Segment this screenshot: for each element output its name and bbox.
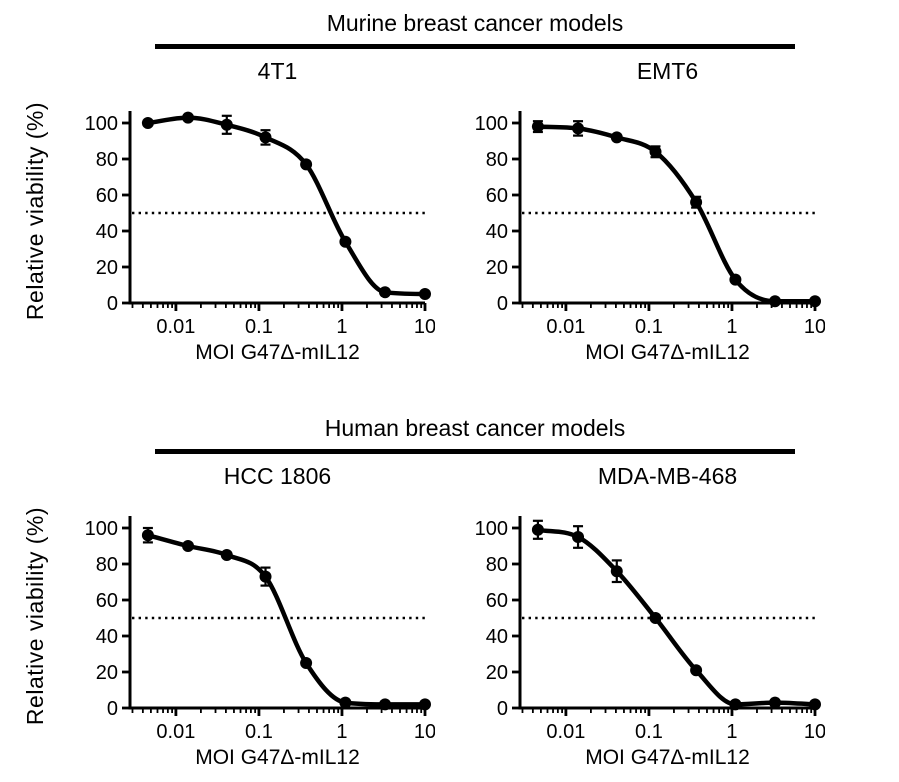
svg-text:40: 40 (486, 221, 508, 243)
svg-text:1: 1 (336, 316, 347, 338)
svg-text:0.01: 0.01 (546, 316, 585, 338)
dose-response-plot: 0 20 40 60 80 100 0.01 0.1 1 10 MOI G47Δ-mIL12 (85, 516, 436, 769)
svg-text:20: 20 (96, 662, 118, 684)
svg-text:80: 80 (96, 554, 118, 576)
panel-row-murine: Relative viability (%) 4T1 0 20 40 60 80 100 0… (0, 57, 899, 365)
section-murine-models: Murine breast cancer models Relative via… (0, 8, 899, 365)
svg-text:MOI G47Δ-mIL12: MOI G47Δ-mIL12 (195, 746, 360, 769)
y-axis-label: Relative viability (%) (21, 101, 48, 321)
y-axis-label: Relative viability (%) (21, 506, 48, 726)
svg-text:20: 20 (486, 662, 508, 684)
svg-text:0.1: 0.1 (245, 316, 273, 338)
svg-text:10: 10 (804, 721, 825, 743)
svg-text:0: 0 (497, 293, 508, 315)
svg-text:100: 100 (85, 518, 118, 540)
panel-title-4t1: 4T1 (257, 58, 298, 84)
svg-text:40: 40 (96, 221, 118, 243)
svg-text:100: 100 (85, 113, 118, 135)
chart-hcc1806: 0 20 40 60 80 100 0.01 0.1 1 10 MOI G47Δ-mIL12 (70, 506, 436, 770)
panel-4t1: 4T1 0 20 40 60 80 100 0.01 0.1 1 10 MOI G47Δ-mIL12 (70, 57, 437, 365)
section-title: Murine breast cancer models (326, 10, 624, 36)
dose-response-plot: 0 20 40 60 80 100 0.01 0.1 1 10 MOI G47Δ-mIL12 (475, 111, 826, 364)
svg-text:MOI G47Δ-mIL12: MOI G47Δ-mIL12 (585, 746, 750, 769)
dose-response-plot: 0 20 40 60 80 100 0.01 0.1 1 10 MOI G47Δ-mIL12 (85, 111, 436, 364)
panel-mda-mb-468: MDA-MB-468 0 20 40 60 80 100 0.01 0.1 1 10 MOI G47… (460, 462, 827, 770)
svg-text:0.01: 0.01 (156, 721, 195, 743)
section-underline-bar (155, 449, 795, 454)
svg-text:0.1: 0.1 (245, 721, 273, 743)
svg-text:0.1: 0.1 (635, 721, 663, 743)
svg-text:80: 80 (486, 149, 508, 171)
svg-text:20: 20 (486, 257, 508, 279)
section-title: Human breast cancer models (324, 415, 626, 441)
svg-text:1: 1 (726, 721, 737, 743)
svg-text:80: 80 (486, 554, 508, 576)
svg-text:1: 1 (726, 316, 737, 338)
svg-text:MOI G47Δ-mIL12: MOI G47Δ-mIL12 (585, 341, 750, 364)
svg-text:60: 60 (96, 590, 118, 612)
svg-text:100: 100 (475, 113, 508, 135)
y-axis-label-column: Relative viability (%) (0, 57, 70, 365)
section-underline-bar (155, 44, 795, 49)
svg-text:0.1: 0.1 (635, 316, 663, 338)
svg-text:100: 100 (475, 518, 508, 540)
svg-text:60: 60 (96, 185, 118, 207)
svg-text:10: 10 (414, 721, 435, 743)
svg-text:0: 0 (497, 698, 508, 720)
svg-text:MOI G47Δ-mIL12: MOI G47Δ-mIL12 (195, 341, 360, 364)
svg-text:60: 60 (486, 590, 508, 612)
svg-text:60: 60 (486, 185, 508, 207)
svg-text:80: 80 (96, 149, 118, 171)
panel-title-emt6: EMT6 (636, 58, 699, 84)
svg-text:40: 40 (96, 626, 118, 648)
svg-text:20: 20 (96, 257, 118, 279)
y-axis-label-column: Relative viability (%) (0, 462, 70, 770)
panel-title-mda-mb-468: MDA-MB-468 (597, 463, 738, 489)
svg-text:0: 0 (107, 698, 118, 720)
svg-text:40: 40 (486, 626, 508, 648)
chart-emt6: 0 20 40 60 80 100 0.01 0.1 1 10 MOI G47Δ-mIL12 (460, 101, 826, 365)
chart-4t1: 0 20 40 60 80 100 0.01 0.1 1 10 MOI G47Δ-mIL12 (70, 101, 436, 365)
panel-emt6: EMT6 0 20 40 60 80 100 0.01 0.1 1 10 MOI G47Δ-mIL1… (460, 57, 827, 365)
svg-text:1: 1 (336, 721, 347, 743)
panel-title-hcc1806: HCC 1806 (223, 463, 332, 489)
svg-text:10: 10 (804, 316, 825, 338)
svg-text:0.01: 0.01 (156, 316, 195, 338)
dose-response-plot: 0 20 40 60 80 100 0.01 0.1 1 10 MOI G47Δ-mIL12 (475, 516, 826, 769)
panel-row-human: Relative viability (%) HCC 1806 0 20 40 60 8… (0, 462, 899, 770)
svg-text:0: 0 (107, 293, 118, 315)
section-human-models: Human breast cancer models Relative viab… (0, 413, 899, 770)
chart-mda-mb-468: 0 20 40 60 80 100 0.01 0.1 1 10 MOI G47Δ-mIL12 (460, 506, 826, 770)
panel-hcc1806: HCC 1806 0 20 40 60 80 100 0.01 0.1 1 10 MOI G47Δ-… (70, 462, 437, 770)
svg-text:0.01: 0.01 (546, 721, 585, 743)
svg-text:10: 10 (414, 316, 435, 338)
